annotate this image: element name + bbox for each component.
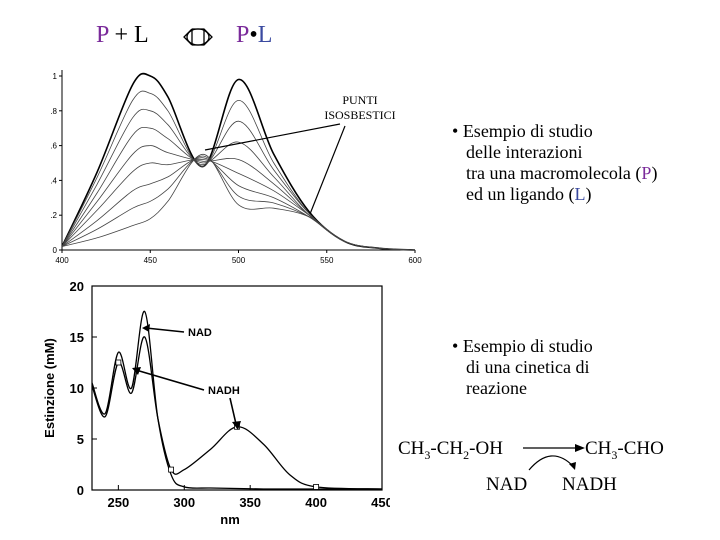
bottom-ytick-label: 0 (77, 483, 84, 498)
bottom-xlabel: nm (220, 512, 240, 527)
top-spectrum-chart: 0 .2 .4 .6 .8 1 400 450 500 550 600 PUNTI ISOSBES… (50, 70, 422, 265)
isosbestic-label-line2: ISOSBESTICI (324, 108, 395, 122)
top-xtick-label: 500 (232, 256, 246, 265)
bottom-ytick-label: 20 (70, 279, 84, 294)
f3: -OH (469, 438, 503, 459)
nadh-arrowhead-down (232, 421, 241, 430)
spectrum-curve-4 (61, 145, 416, 251)
equation-left: P + L (96, 22, 149, 49)
bottom-xtick-label: 350 (239, 495, 261, 510)
reaction-arrow-icon (523, 444, 585, 471)
note-kinetics: • Esempio di studio di una cinetica di r… (452, 336, 593, 399)
note-interactions: • Esempio di studio delle interazioni tr… (452, 121, 657, 205)
note2-line1: Esempio di studio (462, 336, 593, 356)
pointer-line-1 (204, 123, 341, 151)
note2-line3: reazione (466, 378, 527, 398)
nadh-arrow-down (229, 397, 237, 425)
nad-label: NAD (486, 474, 528, 495)
top-ytick-label: 0 (53, 246, 58, 255)
double-arrow-icon (183, 28, 213, 46)
ethanol-formula: CH3-CH2-OH (398, 438, 503, 463)
bottom-ylabel: Estinzione (mM) (42, 338, 57, 438)
eq-dot: • (249, 22, 258, 48)
top-ytick-label: 1 (53, 72, 58, 81)
spectrum-curve-8 (61, 153, 416, 251)
f1: CH (398, 438, 425, 459)
eq-plus: + (108, 22, 135, 48)
top-xtick-label: 450 (144, 256, 158, 265)
nadh-marker (168, 466, 174, 473)
spectrum-curve-7 (61, 155, 416, 251)
acetaldehyde-formula: CH3-CHO (585, 438, 664, 463)
top-ytick-label: .8 (50, 107, 57, 116)
bottom-xtick-label: 300 (173, 495, 195, 510)
label-nadh: NADH (208, 385, 240, 397)
note1-line4: ed un ligando (L) (452, 184, 657, 205)
spectrum-curve-6 (61, 157, 416, 251)
pointer-line-2 (309, 125, 346, 215)
top-xtick-label: 550 (320, 256, 334, 265)
top-ytick-label: .4 (50, 176, 57, 185)
bullet: • (452, 121, 459, 141)
nad-nadh-chart: 0 5 10 15 20 250 300 350 400 450 Estinzione (mM)… (42, 279, 390, 527)
nadh-arrow-left (135, 369, 205, 391)
bottom-ytick-label: 15 (70, 330, 84, 345)
note1-p: P (641, 163, 652, 183)
spectrum-curve-2 (61, 108, 416, 251)
nad-arrowhead (142, 324, 150, 332)
top-ytick-label: .2 (50, 211, 57, 220)
note2-line2: di una cinetica di (466, 357, 590, 377)
bottom-ytick-label: 10 (70, 381, 84, 396)
bottom-xtick-label: 250 (108, 495, 130, 510)
eq-right-l: L (257, 22, 273, 48)
note1-line1: Esempio di studio (462, 121, 593, 141)
label-nad: NAD (188, 327, 212, 339)
nadh-arrowhead-left (132, 367, 141, 375)
eq-left-l: L (134, 22, 149, 48)
bottom-xtick-label: 400 (305, 495, 327, 510)
isosbestic-label-line1: PUNTI (342, 93, 377, 107)
note1-line3a: tra una macromolecola ( (466, 163, 642, 183)
a1: CH (585, 438, 612, 459)
note1-line3b: ) (651, 163, 658, 183)
f2s: 2 (463, 447, 470, 462)
curve-nadh (91, 336, 383, 490)
a2: -CHO (617, 438, 664, 459)
nadh-marker (115, 359, 122, 366)
nadh-marker (313, 484, 319, 490)
eq-left-p: P (96, 22, 109, 48)
note1-l: L (574, 184, 586, 204)
bottom-xtick-label: 450 (371, 495, 390, 510)
curve-nad (91, 310, 382, 490)
f1s: 3 (424, 447, 431, 462)
note1-line2: delle interazioni (466, 142, 583, 162)
f2: -CH (430, 438, 464, 459)
nad-arrow (145, 327, 185, 333)
note1-line3: tra una macromolecola (P) (452, 163, 657, 184)
bullet: • (452, 336, 459, 356)
note1-line4a: ed un ligando ( (466, 184, 575, 204)
bottom-ytick-label: 5 (77, 432, 84, 447)
eq-right-p: P (236, 22, 250, 48)
note1-line4b: ) (585, 184, 592, 204)
top-ytick-label: .6 (50, 142, 57, 151)
top-xtick-label: 400 (55, 256, 69, 265)
top-xtick-label: 600 (408, 256, 422, 265)
a1s: 3 (611, 447, 618, 462)
nadh-label: NADH (562, 474, 617, 495)
equation-right: P•L (236, 22, 272, 49)
